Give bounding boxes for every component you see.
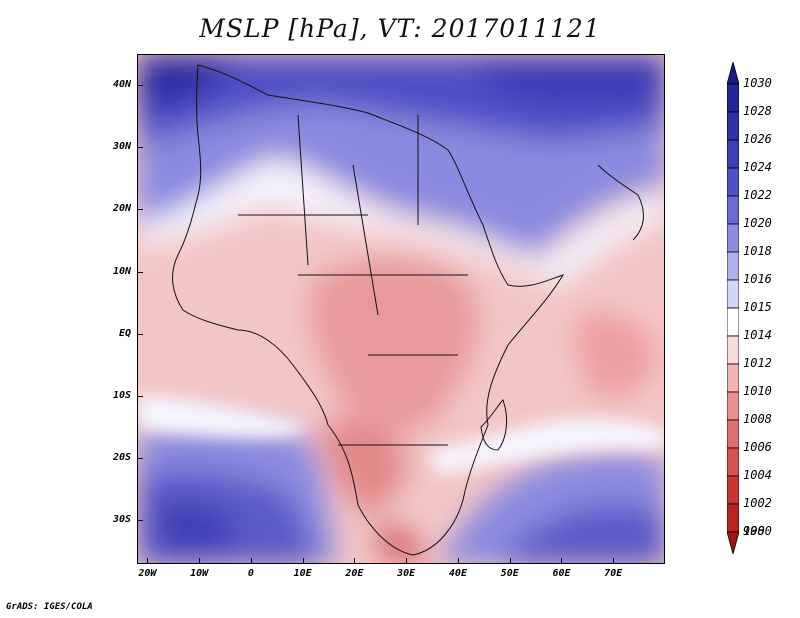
colorbar-swatch (727, 111, 739, 141)
colorbar-swatch (727, 363, 739, 393)
colorbar-swatch (727, 419, 739, 449)
lat-tick-mark (137, 209, 143, 211)
pressure-field (138, 55, 664, 563)
lon-tick-label: 10E (293, 568, 312, 579)
colorbar-label: 998 (743, 524, 765, 538)
colorbar-label: 1002 (743, 496, 772, 510)
lon-tick-mark (147, 558, 149, 564)
lon-tick-label: 40E (448, 568, 467, 579)
lon-tick-label: 20E (345, 568, 364, 579)
lat-tick-label: 10N (112, 265, 131, 277)
lat-tick-mark (137, 271, 143, 273)
lat-tick-mark (137, 333, 143, 335)
colorbar-label: 1015 (743, 300, 772, 314)
lon-tick-label: 60E (552, 568, 571, 579)
lon-tick-mark (302, 558, 304, 564)
lat-tick-mark (137, 396, 143, 398)
lon-tick-mark (199, 558, 201, 564)
lon-tick-mark (613, 558, 615, 564)
colorbar-swatch (727, 223, 739, 253)
colorbar-label: 1022 (743, 188, 772, 202)
colorbar-swatch (727, 279, 739, 309)
lon-tick-mark (406, 558, 408, 564)
lon-tick-label: 30E (397, 568, 416, 579)
colorbar-label: 1016 (743, 272, 772, 286)
lat-tick-mark (137, 458, 143, 460)
lon-tick-mark (509, 558, 511, 564)
colorbar-label: 1008 (743, 412, 772, 426)
colorbar-label: 1006 (743, 440, 772, 454)
lon-tick-label: 0 (247, 568, 254, 579)
lon-tick-mark (561, 558, 563, 564)
lat-tick-mark (137, 85, 143, 87)
lon-tick-label: 50E (500, 568, 519, 579)
colorbar-swatch (727, 503, 739, 533)
lat-tick-label: 10S (112, 390, 131, 402)
map-plot-area (137, 54, 665, 564)
colorbar-swatch (727, 531, 739, 554)
colorbar-swatch (727, 83, 739, 113)
colorbar-label: 1014 (743, 328, 772, 342)
colorbar-swatch (727, 62, 739, 85)
colorbar-swatch (727, 167, 739, 197)
lat-tick-label: EQ (118, 327, 131, 339)
colorbar-label: 1018 (743, 244, 772, 258)
colorbar-label: 1026 (743, 132, 772, 146)
lon-tick-mark (354, 558, 356, 564)
colorbar-swatch (727, 251, 739, 281)
colorbar-swatch (727, 391, 739, 421)
lat-tick-label: 20S (112, 452, 131, 464)
lon-tick-label: 10W (190, 568, 209, 579)
lat-tick-mark (137, 147, 143, 149)
colorbar-swatch (727, 307, 739, 337)
map-title: MSLP [hPa], VT: 2017011121 (199, 14, 601, 43)
credit-text: GrADS: IGES/COLA (6, 602, 93, 612)
lon-tick-label: 20W (138, 568, 157, 579)
colorbar-swatch (727, 195, 739, 225)
colorbar-label: 1010 (743, 384, 772, 398)
lat-tick-label: 30S (112, 514, 131, 526)
colorbar-swatch (727, 475, 739, 505)
lat-tick-label: 30N (112, 141, 131, 153)
colorbar-swatch (727, 447, 739, 477)
colorbar (727, 62, 739, 554)
lat-tick-label: 40N (112, 79, 131, 91)
colorbar-label: 1004 (743, 468, 772, 482)
colorbar-swatch (727, 335, 739, 365)
colorbar-label: 1012 (743, 356, 772, 370)
colorbar-label: 1024 (743, 160, 772, 174)
colorbar-label: 1028 (743, 104, 772, 118)
colorbar-label: 1030 (743, 76, 772, 90)
lat-tick-mark (137, 520, 143, 522)
lon-tick-mark (457, 558, 459, 564)
coastline (172, 64, 644, 556)
lat-tick-label: 20N (112, 203, 131, 215)
colorbar-swatch (727, 139, 739, 169)
lon-tick-label: 70E (604, 568, 623, 579)
colorbar-label: 1020 (743, 216, 772, 230)
colorbar-label: 1000 (743, 524, 772, 538)
lon-tick-mark (250, 558, 252, 564)
